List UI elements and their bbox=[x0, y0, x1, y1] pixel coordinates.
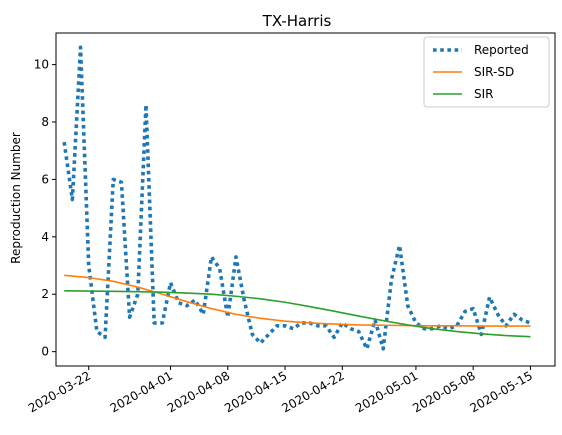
y-tick-label: 0 bbox=[41, 345, 49, 359]
y-tick-label: 6 bbox=[41, 172, 49, 186]
y-tick-label: 2 bbox=[41, 287, 49, 301]
chart-title: TX-Harris bbox=[262, 12, 332, 30]
legend-label-reported: Reported bbox=[474, 43, 529, 57]
series-line-sir-sd bbox=[64, 274, 531, 327]
series-layer bbox=[62, 45, 532, 351]
y-axis-label: Reproduction Number bbox=[9, 132, 23, 264]
plot-frame bbox=[55, 32, 556, 367]
legend: Reported SIR-SD SIR bbox=[423, 36, 550, 108]
series-line-reported bbox=[62, 45, 532, 351]
legend-label-sir: SIR bbox=[474, 87, 494, 101]
legend-box bbox=[423, 36, 550, 108]
y-tick-label: 4 bbox=[41, 230, 49, 244]
series-line-sir bbox=[64, 289, 531, 338]
y-tick-label: 8 bbox=[41, 115, 49, 129]
legend-label-sir-sd: SIR-SD bbox=[474, 65, 514, 79]
y-tick-label: 10 bbox=[34, 58, 49, 72]
